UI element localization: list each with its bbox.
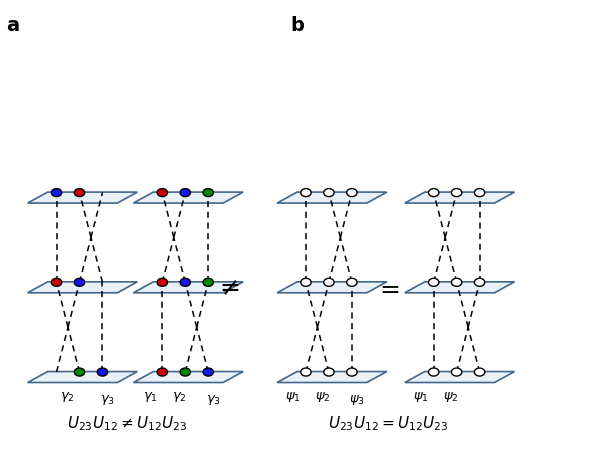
Polygon shape [28,192,137,203]
Polygon shape [133,372,243,382]
Polygon shape [277,282,387,293]
Ellipse shape [74,278,85,286]
Text: $U_{23}U_{12} \neq U_{12}U_{23}$: $U_{23}U_{12} \neq U_{12}U_{23}$ [67,414,187,433]
Ellipse shape [475,368,485,376]
Text: $\neq$: $\neq$ [215,276,240,300]
Ellipse shape [428,189,439,197]
Ellipse shape [301,368,311,376]
Text: $\gamma_1$: $\gamma_1$ [143,391,158,405]
Polygon shape [277,372,387,382]
Text: $\gamma_3$: $\gamma_3$ [100,393,115,407]
Polygon shape [277,192,387,203]
Ellipse shape [74,368,85,376]
Ellipse shape [451,189,462,197]
Ellipse shape [347,368,357,376]
Ellipse shape [180,278,190,286]
Ellipse shape [157,278,167,286]
Ellipse shape [475,278,485,286]
Ellipse shape [157,189,167,197]
Polygon shape [133,192,243,203]
Ellipse shape [203,278,214,286]
Ellipse shape [428,278,439,286]
Text: $\psi_2$: $\psi_2$ [315,391,331,405]
Ellipse shape [203,189,214,197]
Ellipse shape [428,368,439,376]
Text: $\gamma_2$: $\gamma_2$ [60,391,75,405]
Polygon shape [405,192,515,203]
Polygon shape [28,282,137,293]
Text: $U_{23}U_{12} = U_{12}U_{23}$: $U_{23}U_{12} = U_{12}U_{23}$ [328,414,448,433]
Ellipse shape [74,189,85,197]
Text: b: b [290,16,304,35]
Ellipse shape [52,189,62,197]
Text: $\psi_1$: $\psi_1$ [285,391,301,405]
Text: a: a [5,16,19,35]
Ellipse shape [324,368,334,376]
Ellipse shape [347,189,357,197]
Ellipse shape [97,368,107,376]
Ellipse shape [324,189,334,197]
Text: $\gamma_2$: $\gamma_2$ [172,391,187,405]
Text: $\psi_1$: $\psi_1$ [413,391,428,405]
Ellipse shape [475,189,485,197]
Polygon shape [28,372,137,382]
Ellipse shape [451,278,462,286]
Polygon shape [133,282,243,293]
Ellipse shape [451,368,462,376]
Ellipse shape [347,278,357,286]
Ellipse shape [324,278,334,286]
Ellipse shape [180,189,190,197]
Ellipse shape [157,368,167,376]
Ellipse shape [301,189,311,197]
Text: $\gamma_3$: $\gamma_3$ [206,393,221,407]
Ellipse shape [301,278,311,286]
Text: $\psi_2$: $\psi_2$ [443,391,458,405]
Text: $\psi_3$: $\psi_3$ [349,393,365,407]
Polygon shape [405,282,515,293]
Polygon shape [405,372,515,382]
Ellipse shape [52,278,62,286]
Ellipse shape [203,368,214,376]
Ellipse shape [180,368,190,376]
Text: $=$: $=$ [375,276,400,300]
